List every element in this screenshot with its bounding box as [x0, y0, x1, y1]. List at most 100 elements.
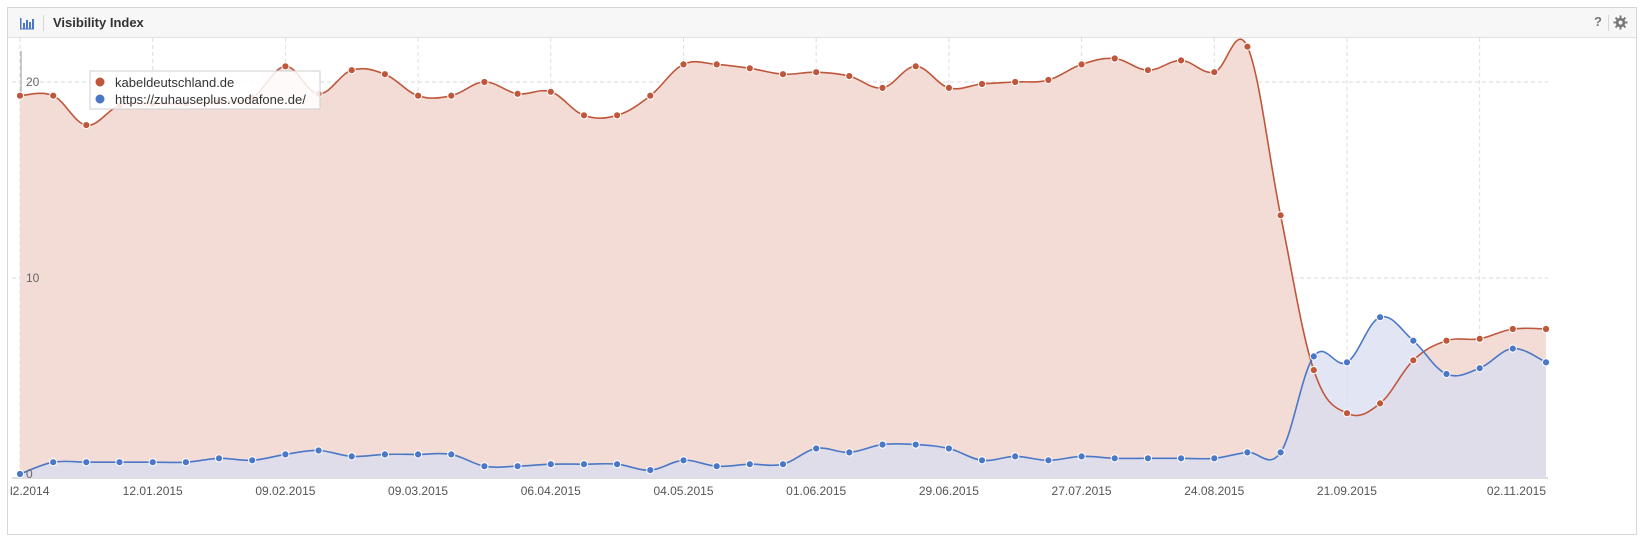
data-point[interactable]: [712, 462, 721, 471]
data-point[interactable]: [977, 79, 987, 89]
data-point[interactable]: [82, 458, 91, 467]
data-point[interactable]: [546, 87, 555, 96]
widget-header: Visibility Index ?: [8, 8, 1636, 38]
data-point[interactable]: [414, 450, 423, 459]
data-point[interactable]: [1309, 352, 1318, 361]
chart-legend: kabeldeutschland.de https://zuhauseplus.…: [89, 70, 321, 110]
x-tick-label: l2.2014: [10, 484, 50, 498]
help-icon[interactable]: ?: [1594, 14, 1602, 29]
data-point[interactable]: [1143, 454, 1153, 463]
data-point[interactable]: [82, 121, 91, 130]
data-point[interactable]: [944, 444, 954, 453]
data-point[interactable]: [380, 70, 389, 79]
data-point[interactable]: [745, 460, 754, 469]
data-point[interactable]: [380, 450, 389, 459]
data-point[interactable]: [214, 454, 224, 463]
data-point[interactable]: [314, 446, 323, 455]
data-point[interactable]: [281, 450, 290, 459]
data-point[interactable]: [546, 460, 555, 469]
data-point[interactable]: [1110, 454, 1119, 463]
data-point[interactable]: [1011, 77, 1020, 87]
data-point[interactable]: [1044, 456, 1053, 465]
data-point[interactable]: [480, 462, 489, 471]
data-point[interactable]: [646, 91, 655, 100]
data-point[interactable]: [1409, 336, 1418, 345]
data-point[interactable]: [1276, 448, 1285, 457]
data-point[interactable]: [745, 64, 754, 73]
data-point[interactable]: [911, 440, 920, 449]
data-point[interactable]: [1210, 68, 1219, 77]
data-point[interactable]: [513, 462, 522, 471]
data-point[interactable]: [778, 460, 788, 469]
data-point[interactable]: [1541, 358, 1551, 367]
data-point[interactable]: [15, 91, 25, 100]
data-point[interactable]: [347, 66, 356, 75]
data-point[interactable]: [15, 469, 25, 479]
data-point[interactable]: [148, 458, 157, 467]
data-point[interactable]: [1442, 336, 1451, 345]
data-point[interactable]: [1044, 75, 1053, 85]
data-point[interactable]: [414, 91, 423, 100]
data-point[interactable]: [1243, 448, 1252, 457]
data-point[interactable]: [712, 60, 721, 69]
data-point[interactable]: [447, 91, 456, 100]
series-area-1: [20, 316, 1546, 478]
data-point[interactable]: [480, 77, 489, 87]
data-point[interactable]: [1177, 454, 1186, 463]
legend-marker-vodafone: [95, 94, 105, 104]
data-point[interactable]: [1077, 60, 1086, 69]
data-point[interactable]: [944, 83, 954, 93]
legend-label-vodafone[interactable]: https://zuhauseplus.vodafone.de/: [115, 92, 306, 107]
legend-box: [89, 70, 321, 110]
legend-label-kabeldeutschland[interactable]: kabeldeutschland.de: [115, 75, 234, 90]
data-point[interactable]: [1376, 399, 1385, 408]
data-point[interactable]: [1508, 344, 1517, 353]
x-tick-label: 24.08.2015: [1184, 484, 1244, 498]
data-point[interactable]: [911, 62, 920, 71]
data-point[interactable]: [1508, 324, 1517, 334]
data-point[interactable]: [1309, 366, 1318, 375]
data-point[interactable]: [49, 91, 58, 100]
data-point[interactable]: [1376, 313, 1385, 322]
data-point[interactable]: [447, 450, 456, 459]
data-point[interactable]: [646, 466, 655, 475]
data-point[interactable]: [1475, 364, 1484, 373]
data-point[interactable]: [1276, 211, 1285, 220]
data-point[interactable]: [878, 83, 887, 93]
data-point[interactable]: [181, 458, 190, 467]
data-point[interactable]: [613, 460, 622, 469]
data-point[interactable]: [1342, 409, 1352, 418]
data-point[interactable]: [845, 448, 854, 457]
data-point[interactable]: [1143, 66, 1153, 75]
data-point[interactable]: [281, 62, 290, 71]
data-point[interactable]: [513, 89, 522, 98]
data-point[interactable]: [347, 452, 356, 461]
data-point[interactable]: [1409, 356, 1418, 365]
data-point[interactable]: [1110, 54, 1119, 63]
data-point[interactable]: [1475, 334, 1484, 343]
data-point[interactable]: [1442, 369, 1451, 379]
gear-icon[interactable]: [1613, 15, 1628, 30]
bar-chart-icon[interactable]: [19, 16, 35, 30]
data-point[interactable]: [1210, 454, 1219, 463]
data-point[interactable]: [679, 60, 688, 69]
data-point[interactable]: [49, 458, 58, 467]
data-point[interactable]: [812, 444, 821, 453]
data-point[interactable]: [977, 456, 987, 465]
data-point[interactable]: [778, 70, 788, 79]
data-point[interactable]: [613, 111, 622, 120]
data-point[interactable]: [115, 458, 124, 467]
data-point[interactable]: [679, 456, 688, 465]
data-point[interactable]: [878, 440, 887, 449]
data-point[interactable]: [812, 68, 821, 77]
data-point[interactable]: [1342, 358, 1352, 367]
data-point[interactable]: [579, 111, 589, 120]
data-point[interactable]: [248, 456, 257, 465]
data-point[interactable]: [1541, 324, 1551, 334]
data-point[interactable]: [1077, 452, 1086, 461]
data-point[interactable]: [1243, 42, 1252, 51]
data-point[interactable]: [845, 72, 854, 81]
data-point[interactable]: [1177, 56, 1186, 65]
data-point[interactable]: [1011, 452, 1020, 461]
data-point[interactable]: [579, 460, 589, 469]
